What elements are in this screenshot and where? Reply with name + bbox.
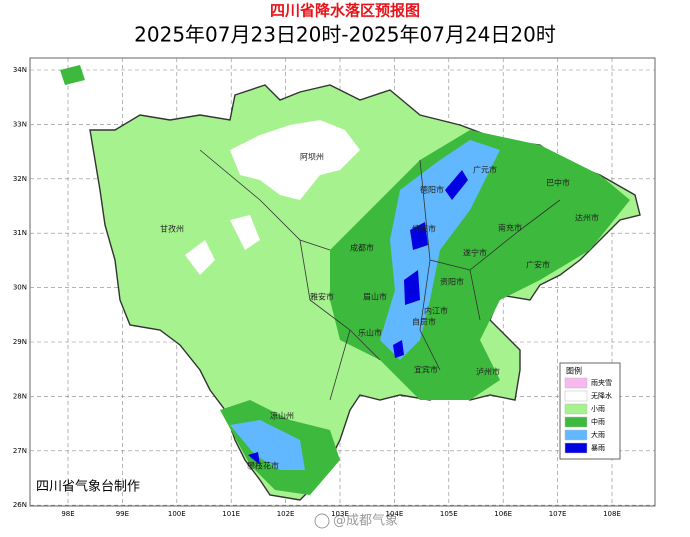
legend-swatch (564, 403, 588, 415)
lon-label: 103E (331, 510, 349, 518)
city-label: 泸州市 (476, 367, 500, 377)
legend-swatch (564, 442, 588, 454)
watermark: @成都气象 (333, 513, 398, 529)
lon-label: 101E (222, 510, 240, 518)
lat-label: 28N (13, 392, 27, 400)
city-label: 资阳市 (440, 277, 464, 287)
legend-label: 大雨 (591, 430, 605, 439)
legend-swatch (564, 377, 588, 389)
city-label: 攀枝花市 (247, 461, 279, 471)
legend-label: 中雨 (591, 417, 605, 426)
city-label: 遂宁市 (463, 248, 487, 258)
city-label: 广安市 (526, 260, 550, 270)
lon-label: 105E (440, 510, 458, 518)
city-label: 内江市 (424, 306, 448, 316)
city-label: 阿坝州 (300, 153, 324, 162)
legend-label: 小雨 (591, 404, 605, 413)
lon-label: 102E (277, 510, 295, 518)
legend-swatch (564, 429, 588, 441)
lat-label: 34N (13, 66, 27, 74)
lat-label: 33N (13, 120, 27, 128)
lat-label: 29N (13, 338, 27, 346)
title: 四川省降水落区预报图 (270, 2, 420, 20)
lon-label: 98E (61, 510, 74, 518)
region (60, 65, 641, 501)
city-label: 巴中市 (546, 178, 570, 188)
city-label: 成都市 (350, 243, 374, 253)
lon-label: 99E (116, 510, 129, 518)
city-label: 甘孜州 (160, 224, 184, 234)
city-label: 达州市 (575, 213, 599, 223)
city-label: 乐山市 (358, 328, 382, 338)
subtitle: 2025年07月23日20时-2025年07月24日20时 (134, 23, 556, 47)
lat-label: 31N (13, 229, 27, 237)
city-label: 德阳市 (420, 185, 444, 195)
legend-title: 图例 (566, 366, 582, 376)
lat-label: 32N (13, 175, 27, 183)
legend-swatch (564, 416, 588, 428)
lat-label: 30N (13, 284, 27, 292)
lon-label: 108E (603, 510, 621, 518)
city-label: 凉山州 (270, 411, 294, 421)
weibo-icon (314, 513, 330, 529)
lon-label: 106E (494, 510, 512, 518)
legend-swatch (564, 390, 588, 402)
legend-label: 暴雨 (591, 444, 605, 452)
lat-label: 27N (13, 447, 27, 455)
city-label: 南充市 (498, 223, 522, 233)
credit: 四川省气象台制作 (36, 479, 140, 495)
city-label: 宜宾市 (414, 365, 438, 375)
lat-label: 26N (13, 501, 27, 509)
legend-label: 无降水 (591, 391, 612, 400)
city-label: 自贡市 (412, 317, 436, 327)
city-label: 广元市 (473, 165, 497, 175)
city-label: 雅安市 (310, 292, 334, 302)
lon-label: 104E (386, 510, 404, 518)
lon-label: 100E (168, 510, 186, 518)
city-label: 绵阳市 (412, 224, 436, 234)
legend-label: 雨夹雪 (591, 378, 612, 387)
city-label: 眉山市 (363, 292, 387, 302)
lon-label: 107E (549, 510, 567, 518)
